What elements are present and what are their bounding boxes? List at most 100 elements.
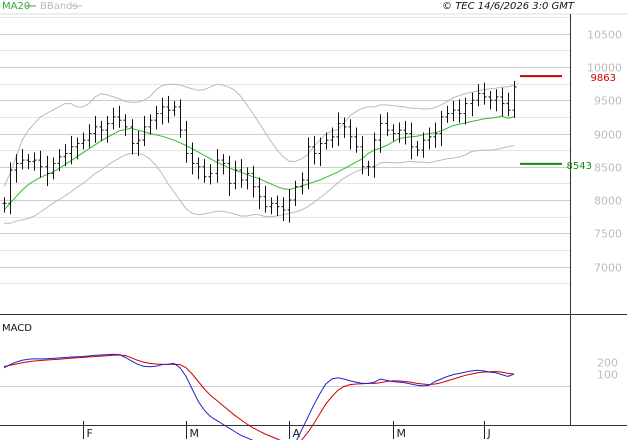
ohlc-bar [14,154,19,183]
time-tick-label: A [293,427,301,440]
ohlc-bar [32,152,37,171]
ohlc-bar [439,110,444,147]
bollinger-bands [3,83,515,224]
ohlc-bar [318,137,323,167]
ohlc-bar [433,122,438,148]
ohlc-bar [233,160,238,190]
price-tick-label: 7000 [594,262,622,275]
time-tick-label: F [87,427,93,440]
ohlc-bar [378,114,383,153]
ohlc-bar [263,185,268,213]
ohlc-bar [178,99,183,138]
ohlc-bar [300,172,305,195]
ohlc-bar [336,112,341,147]
ohlc-bar [293,180,298,206]
ohlc-bar [415,140,420,157]
ohlc-bar [221,154,226,175]
bband-lower-line [4,145,515,224]
ohlc-bar [57,149,62,172]
ohlc-bar [312,135,317,165]
ohlc-bar [202,159,207,183]
ohlc-bar [281,197,286,221]
bband-upper-line [3,83,515,187]
ohlc-bar [63,144,68,167]
time-tick-label: M [190,427,200,440]
macd-tick-label: 100 [597,369,618,382]
macd-label: MACD [2,323,32,334]
ohlc-bar [2,197,7,213]
ohlc-bar [99,120,104,142]
ohlc-bar [166,95,171,123]
legend-bbands: BBands [40,1,78,12]
ohlc-bar [45,155,50,187]
price-tick-label: 9500 [594,95,622,108]
ohlc-bar [81,132,86,150]
ohlc-bar [500,87,505,117]
macd-tick-label: 200 [597,357,618,370]
legend-ma20: MA20 [2,1,30,12]
ohlc-bar [269,197,274,215]
ohlc-bar [306,137,311,190]
ohlc-bar [208,164,213,185]
time-tick-label: J [487,427,491,440]
ohlc-bar [196,157,201,180]
ohlc-bar [506,92,511,117]
ohlc-bar [190,142,195,175]
ohlc-bar [342,117,347,138]
price-tick-label: 8500 [594,162,622,175]
ohlc-bar [324,132,329,150]
ohlc-bar [239,159,244,188]
ohlc-bars [2,80,517,223]
price-levels: 9863 8543 [520,73,616,172]
ohlc-bar [154,105,159,130]
copyright-text: © TEC 14/6/2026 3:0 GMT [442,1,575,12]
ohlc-bar [75,137,80,160]
ohlc-bar [136,130,141,157]
ohlc-bar [117,105,122,128]
ohlc-bar [20,149,25,170]
ohlc-bar [227,155,232,197]
support-label: 8543 [567,161,592,172]
price-axis: 7000 7500 8000 8500 9000 9500 10000 10500 [587,29,622,275]
ohlc-bar [476,84,481,107]
ohlc-bar [494,89,499,112]
ohlc-bar [512,80,517,118]
ohlc-bar [421,132,426,158]
ohlc-bar [397,122,402,143]
ohlc-bar [142,115,147,147]
ohlc-bar [93,115,98,143]
price-tick-label: 7500 [594,228,622,241]
ohlc-bar [160,97,165,125]
ohlc-bar [275,195,280,216]
ohlc-bar [409,122,414,160]
ohlc-bar [488,90,493,110]
price-gridlines [0,17,570,284]
ohlc-bar [130,119,135,155]
ohlc-bar [372,132,377,178]
ohlc-bar [105,115,110,143]
ohlc-bar [51,157,56,180]
resistance-label: 9863 [591,73,616,84]
ohlc-bar [451,100,456,122]
ohlc-bar [87,124,92,148]
price-tick-label: 9000 [594,129,622,142]
ohlc-bar [257,177,262,210]
ohlc-bar [354,127,359,153]
ohlc-bar [148,114,153,135]
macd-signal-line [3,354,515,444]
ohlc-bar [123,114,128,137]
ohlc-bar [245,167,250,190]
ohlc-bar [360,135,365,175]
ohlc-bar [26,154,31,170]
ohlc-bar [287,189,292,223]
price-tick-label: 10000 [587,62,622,75]
ohlc-bar [215,149,220,183]
price-tick-label: 10500 [587,29,622,42]
ohlc-bar [457,99,462,123]
